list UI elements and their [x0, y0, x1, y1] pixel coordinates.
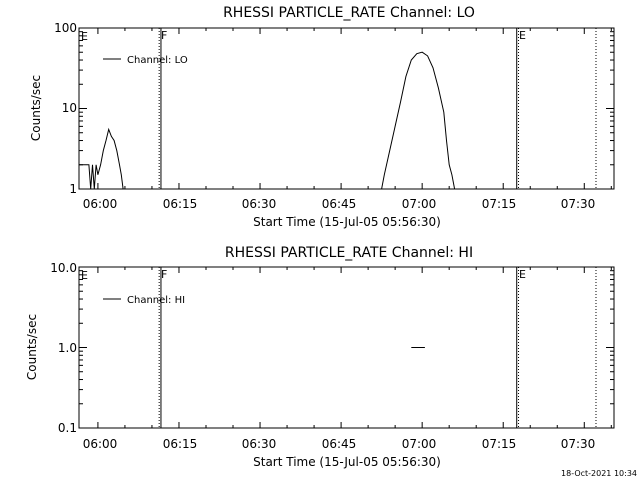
x-tick-label: 07:30 — [561, 197, 596, 211]
series-line — [79, 127, 125, 190]
generation-timestamp: 18-Oct-2021 10:34 — [561, 469, 637, 478]
panel-lo-event-markers: E F E — [81, 29, 526, 43]
y-tick-label: 10 — [62, 101, 77, 115]
panel-hi-y-axis-label: Counts/sec — [25, 314, 39, 380]
x-tick-label: 06:45 — [322, 437, 357, 451]
x-tick-label: 07:00 — [402, 197, 437, 211]
panel-hi-x-tick-labels: 06:00 06:15 06:30 06:45 07:00 07:15 07:3… — [83, 437, 596, 451]
panel-hi-event-markers: E F E — [81, 268, 526, 282]
event-marker-label: E — [519, 29, 526, 42]
event-marker-label: E — [519, 268, 526, 281]
x-tick-label: 06:15 — [163, 197, 198, 211]
panel-hi-y-tick-labels: 0.1 1.0 10.0 — [50, 261, 77, 435]
panel-lo-title: RHESSI PARTICLE_RATE Channel: LO — [223, 5, 475, 21]
event-marker-label: E — [81, 269, 88, 282]
y-tick-label: 1.0 — [58, 341, 77, 355]
x-tick-label: 06:00 — [83, 437, 118, 451]
series-line — [381, 51, 456, 190]
x-tick-label: 07:15 — [482, 437, 517, 451]
legend-label: Channel: LO — [127, 55, 188, 66]
panel-hi: RHESSI PARTICLE_RATE Channel: HI Counts/… — [25, 245, 615, 469]
event-marker-label: E — [81, 30, 88, 43]
event-marker-label: F — [161, 29, 167, 42]
panel-lo-y-tick-labels: 1 10 100 — [54, 21, 77, 196]
x-tick-label: 07:00 — [402, 437, 437, 451]
x-tick-label: 06:45 — [322, 197, 357, 211]
y-tick-label: 100 — [54, 21, 77, 35]
panel-lo-x-tick-labels: 06:00 06:15 06:30 06:45 07:00 07:15 07:3… — [83, 197, 596, 211]
x-tick-label: 06:00 — [83, 197, 118, 211]
x-tick-label: 07:15 — [482, 197, 517, 211]
panel-lo-x-axis-label: Start Time (15-Jul-05 05:56:30) — [253, 215, 441, 229]
x-tick-label: 06:15 — [163, 437, 198, 451]
y-tick-label: 1 — [69, 182, 77, 196]
panel-lo-legend: Channel: LO — [103, 55, 188, 66]
legend-label: Channel: HI — [127, 295, 185, 306]
panel-lo: RHESSI PARTICLE_RATE Channel: LO Counts/… — [29, 5, 615, 229]
y-tick-label: 0.1 — [58, 421, 77, 435]
panel-hi-x-axis-label: Start Time (15-Jul-05 05:56:30) — [253, 455, 441, 469]
panel-hi-title: RHESSI PARTICLE_RATE Channel: HI — [225, 245, 473, 261]
panel-lo-y-axis-label: Counts/sec — [29, 75, 43, 141]
x-tick-label: 06:30 — [242, 197, 277, 211]
panel-hi-legend: Channel: HI — [103, 295, 185, 306]
x-tick-label: 06:30 — [242, 437, 277, 451]
x-tick-label: 07:30 — [561, 437, 596, 451]
event-marker-label: F — [161, 268, 167, 281]
y-tick-label: 10.0 — [50, 261, 77, 275]
